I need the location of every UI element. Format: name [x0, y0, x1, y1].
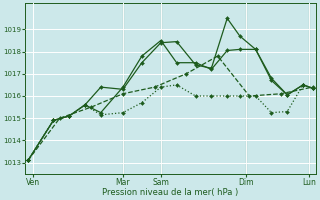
X-axis label: Pression niveau de la mer( hPa ): Pression niveau de la mer( hPa ) [102, 188, 238, 197]
